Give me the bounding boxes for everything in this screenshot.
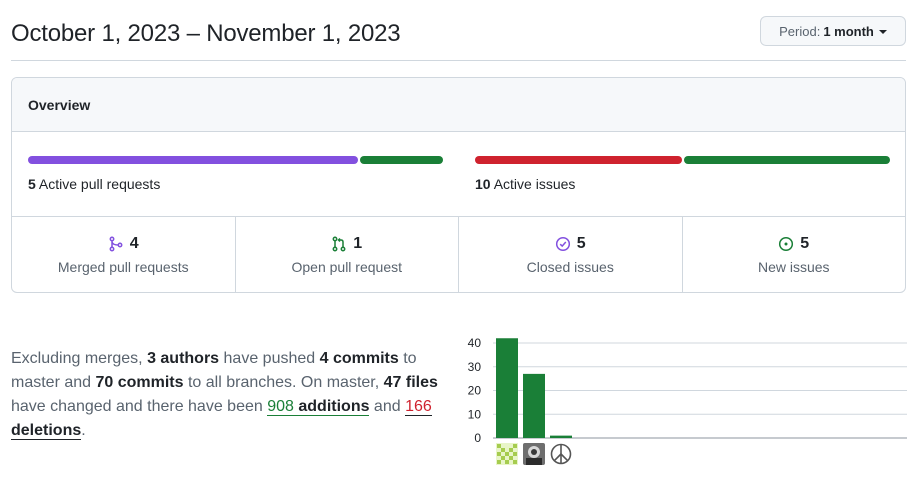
summary-text: have pushed (219, 350, 320, 367)
deletions-word: deletions (11, 422, 82, 439)
deletions-link[interactable]: 166 deletions (11, 398, 432, 440)
page-header: October 1, 2023 – November 1, 2023 Perio… (11, 0, 906, 61)
pull-requests-bar-segment (360, 156, 443, 164)
active-issues-summary[interactable]: 10 Active issues (475, 156, 890, 192)
pull-requests-bar-segment (28, 156, 359, 164)
active-issues-count: 10 (475, 176, 491, 192)
master-commits-count: 4 commits (319, 350, 399, 367)
overview-stats: 4 Merged pull requests 1 Open pull reque… (12, 217, 906, 292)
period-dropdown-button[interactable]: Period: 1 month (760, 16, 906, 46)
git-pull-request-icon (332, 236, 346, 252)
photo-avatar-icon[interactable] (523, 443, 545, 465)
page-title: October 1, 2023 – November 1, 2023 (11, 20, 401, 47)
open-pull-request-label: Open pull request (291, 259, 403, 275)
issue-closed-icon (555, 236, 570, 252)
new-issues-label: New issues (757, 259, 830, 275)
commit-summary: Excluding merges, 3 authors have pushed … (11, 347, 441, 443)
y-tick-label: 20 (468, 384, 482, 398)
merged-pull-requests-label: Merged pull requests (57, 259, 189, 275)
issues-bar-segment (475, 156, 682, 164)
summary-text: to master and (11, 350, 417, 391)
files-changed-count: 47 files (383, 374, 438, 391)
overview-panel: Overview 5 Active pull requests 10 Activ… (11, 77, 906, 293)
closed-issues-label: Closed issues (526, 259, 614, 275)
issues-bar-segment (683, 156, 890, 164)
all-branches-commits-count: 70 commits (95, 374, 184, 391)
author-commit-bar[interactable] (523, 373, 545, 438)
summary-text: have changed and there have been (11, 398, 268, 415)
closed-issues-count: 5 (576, 235, 586, 252)
deletions-number: 166 (405, 398, 432, 415)
active-pull-requests-summary[interactable]: 5 Active pull requests (28, 156, 443, 192)
issue-opened-icon (779, 236, 794, 252)
active-pull-requests-label: Active pull requests (38, 176, 161, 192)
git-merge-icon (109, 236, 123, 252)
author-commit-bar[interactable] (496, 338, 518, 438)
new-issues-count: 5 (800, 235, 810, 252)
identicon-avatar-icon[interactable] (496, 443, 518, 465)
additions-number: 908 (267, 398, 294, 415)
y-tick-label: 30 (468, 360, 482, 374)
active-issues-caption: 10 Active issues (475, 176, 890, 192)
author-commit-bar[interactable] (550, 435, 572, 438)
authors-count: 3 authors (147, 350, 220, 367)
additions-word: additions (298, 398, 370, 415)
period-label: Period: (779, 23, 821, 39)
y-tick-label: 10 (468, 407, 482, 421)
y-tick-label: 0 (474, 431, 481, 445)
stat-closed-issues[interactable]: 5 Closed issues (459, 217, 683, 292)
issues-progress-bar (475, 156, 890, 164)
caret-down-icon (878, 30, 887, 34)
additions-link[interactable]: 908 additions (267, 398, 370, 416)
commits-by-author-chart: 0 10 20 30 40 (468, 336, 907, 465)
overview-heading: Overview (12, 78, 905, 132)
active-pull-requests-count: 5 (28, 176, 36, 192)
pull-requests-progress-bar (28, 156, 443, 164)
peace-symbol-avatar-icon[interactable] (550, 443, 572, 465)
stat-new-issues[interactable]: 5 New issues (683, 217, 906, 292)
summary-text: Excluding merges, (11, 350, 148, 367)
stat-merged-pull-requests[interactable]: 4 Merged pull requests (12, 217, 236, 292)
overview-bars: 5 Active pull requests 10 Active issues (12, 132, 905, 217)
active-issues-label: Active issues (493, 176, 576, 192)
merged-pull-requests-count: 4 (129, 235, 139, 252)
summary-text: . (81, 422, 86, 439)
stat-open-pull-request[interactable]: 1 Open pull request (236, 217, 459, 292)
y-tick-label: 40 (468, 336, 482, 350)
open-pull-request-count: 1 (353, 235, 363, 252)
period-value: 1 month (823, 23, 874, 39)
summary-text: to all branches. On master, (183, 374, 384, 391)
summary-text: and (369, 398, 406, 415)
active-pull-requests-caption: 5 Active pull requests (28, 176, 443, 192)
